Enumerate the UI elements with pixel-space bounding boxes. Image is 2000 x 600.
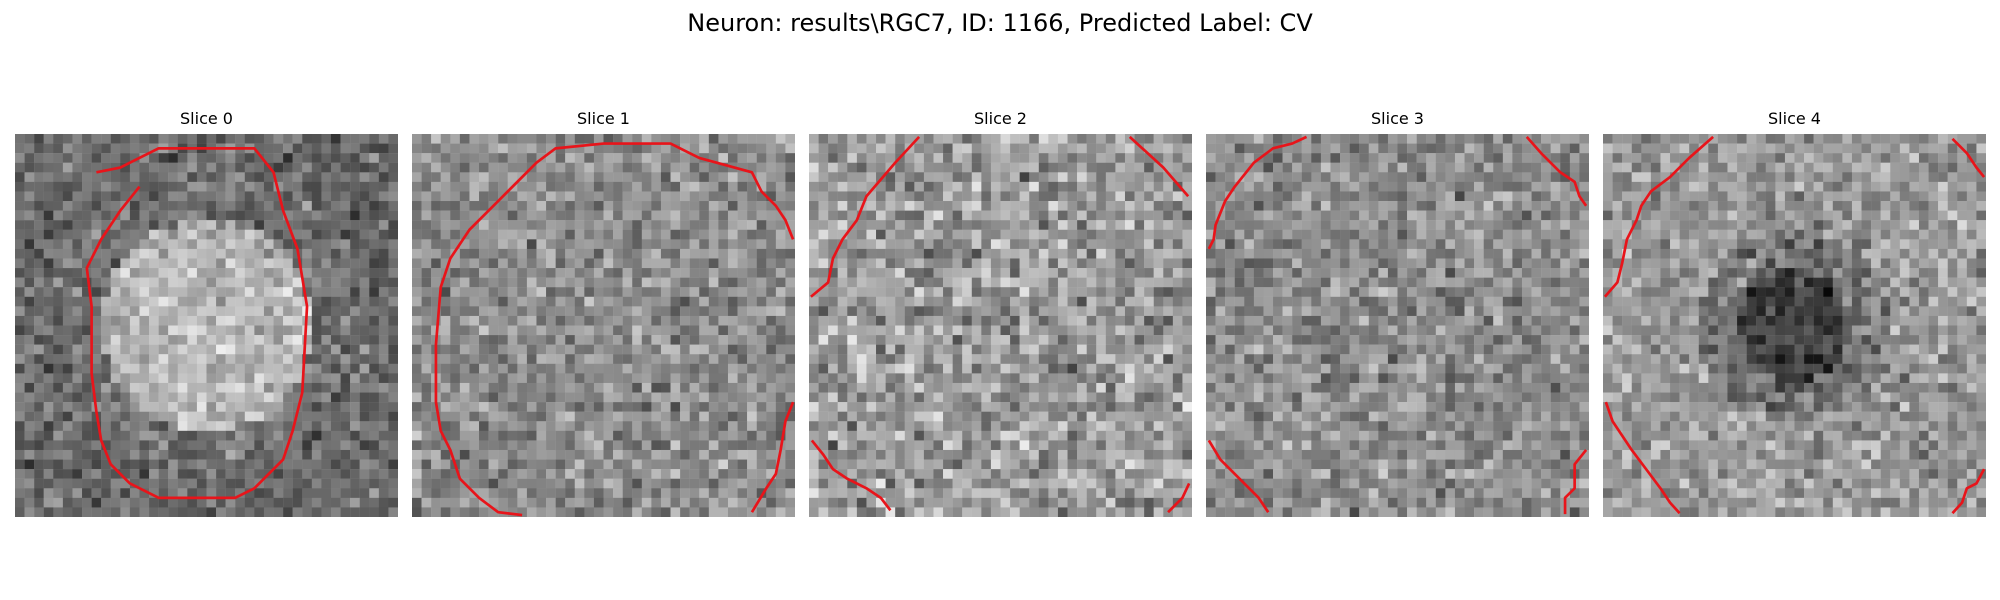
slice-panel-0: Slice 0 xyxy=(15,108,398,517)
contour-line-1b xyxy=(750,401,795,513)
slice-image-0 xyxy=(15,134,398,517)
contour-line-3b xyxy=(1525,135,1588,207)
contour-line-2d xyxy=(1167,482,1191,514)
slice-title-3: Slice 3 xyxy=(1371,109,1424,128)
slice-svg-0 xyxy=(15,134,398,517)
slice-svg-3 xyxy=(1206,134,1589,517)
slice-svg-1 xyxy=(412,134,795,517)
slice-pixels-3 xyxy=(1206,134,1589,517)
slice-title-4: Slice 4 xyxy=(1768,109,1821,128)
contour-line-0a xyxy=(85,147,309,500)
contour-line-3a xyxy=(1207,135,1308,250)
slice-panel-4: Slice 4 xyxy=(1603,108,1986,517)
contour-line-3c xyxy=(1207,439,1270,513)
slice-panel-3: Slice 3 xyxy=(1206,108,1589,517)
contour-line-4c xyxy=(1604,401,1681,515)
slice-title-2: Slice 2 xyxy=(974,109,1027,128)
slice-panel-2: Slice 2 xyxy=(809,108,1192,517)
slice-svg-2 xyxy=(809,134,1192,517)
slice-svg-4 xyxy=(1603,134,1986,517)
slice-image-4 xyxy=(1603,134,1986,517)
figure-title: Neuron: results\RGC7, ID: 1166, Predicte… xyxy=(687,9,1313,37)
contour-line-2b xyxy=(1128,135,1190,198)
slice-pixels-0 xyxy=(15,134,398,517)
slice-title-0: Slice 0 xyxy=(180,109,233,128)
contour-line-4b xyxy=(1951,137,1986,178)
contour-line-2a xyxy=(810,135,921,298)
contour-line-2c xyxy=(810,439,892,512)
slice-image-2 xyxy=(809,134,1192,517)
slice-image-3 xyxy=(1206,134,1589,517)
slice-pixels-4 xyxy=(1603,134,1986,517)
slice-pixels-2 xyxy=(809,134,1192,517)
contour-line-1a xyxy=(434,142,795,517)
slice-pixels-1 xyxy=(412,134,795,517)
slice-title-1: Slice 1 xyxy=(577,109,630,128)
slice-panel-1: Slice 1 xyxy=(412,108,795,517)
contour-line-4d xyxy=(1951,468,1986,515)
slice-image-1 xyxy=(412,134,795,517)
contour-line-4a xyxy=(1603,135,1714,298)
contour-line-3d xyxy=(1563,449,1588,515)
